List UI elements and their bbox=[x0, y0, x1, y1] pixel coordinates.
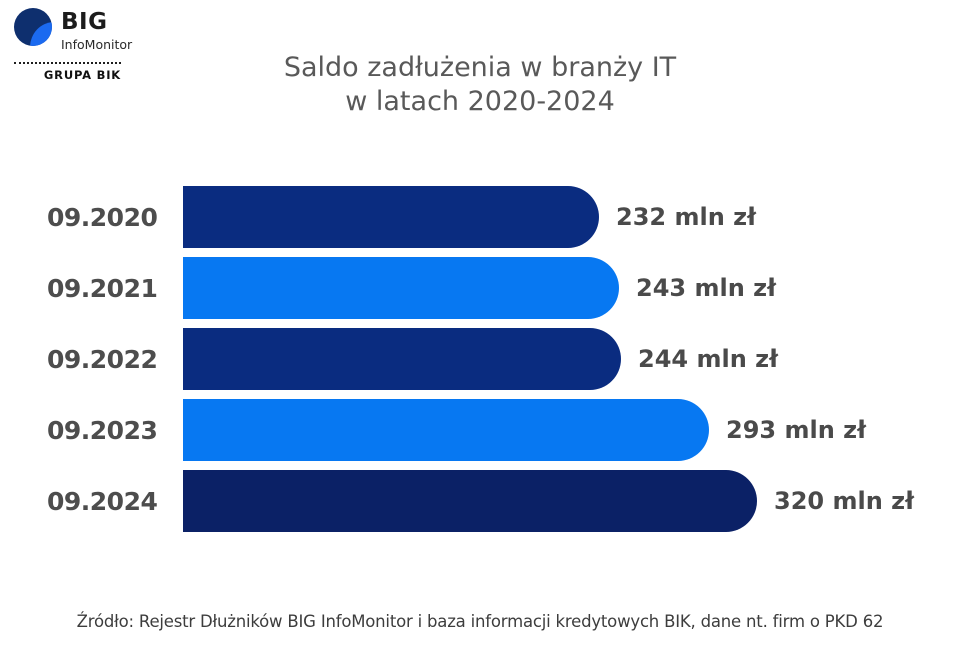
logo-brand: BIG bbox=[61, 9, 108, 35]
chart-row: 09.2024 320 mln zł bbox=[47, 470, 914, 532]
logo-text: BIG InfoMonitor bbox=[61, 8, 133, 53]
category-label: 09.2021 bbox=[47, 273, 158, 303]
bar-chart: 09.2020 232 mln zł 09.2021 243 mln zł 09… bbox=[47, 186, 914, 541]
bar bbox=[183, 328, 621, 390]
chart-row: 09.2023 293 mln zł bbox=[47, 399, 914, 461]
chart-row: 09.2020 232 mln zł bbox=[47, 186, 914, 248]
value-label: 232 mln zł bbox=[616, 203, 757, 231]
chart-title-line1: Saldo zadłużenia w branży IT bbox=[283, 52, 677, 83]
value-label: 320 mln zł bbox=[774, 487, 915, 515]
chart-title: Saldo zadłużenia w branży IT w latach 20… bbox=[0, 51, 960, 119]
big-infomonitor-logo-icon bbox=[14, 8, 52, 46]
value-label: 243 mln zł bbox=[636, 274, 777, 302]
category-label: 09.2024 bbox=[47, 486, 158, 516]
dotted-divider bbox=[14, 62, 121, 64]
logo-petal-shape bbox=[29, 22, 52, 46]
category-label: 09.2023 bbox=[47, 415, 158, 445]
bar bbox=[183, 257, 619, 319]
category-label: 09.2022 bbox=[47, 344, 158, 374]
chart-title-line2: w latach 2020-2024 bbox=[345, 85, 615, 117]
source-note: Źródło: Rejestr Dłużników BIG InfoMonito… bbox=[76, 612, 884, 631]
logo-subtitle: InfoMonitor bbox=[61, 37, 133, 52]
logo: BIG InfoMonitor GRUPA BIK bbox=[14, 8, 164, 82]
logo-group-label: GRUPA BIK bbox=[43, 68, 121, 82]
bar bbox=[183, 186, 599, 248]
bar bbox=[183, 470, 757, 532]
chart-row: 09.2021 243 mln zł bbox=[47, 257, 914, 319]
value-label: 244 mln zł bbox=[638, 345, 779, 373]
category-label: 09.2020 bbox=[47, 202, 158, 232]
chart-row: 09.2022 244 mln zł bbox=[47, 328, 914, 390]
bar bbox=[183, 399, 709, 461]
logo-top: BIG InfoMonitor bbox=[14, 8, 164, 52]
value-label: 293 mln zł bbox=[726, 416, 867, 444]
